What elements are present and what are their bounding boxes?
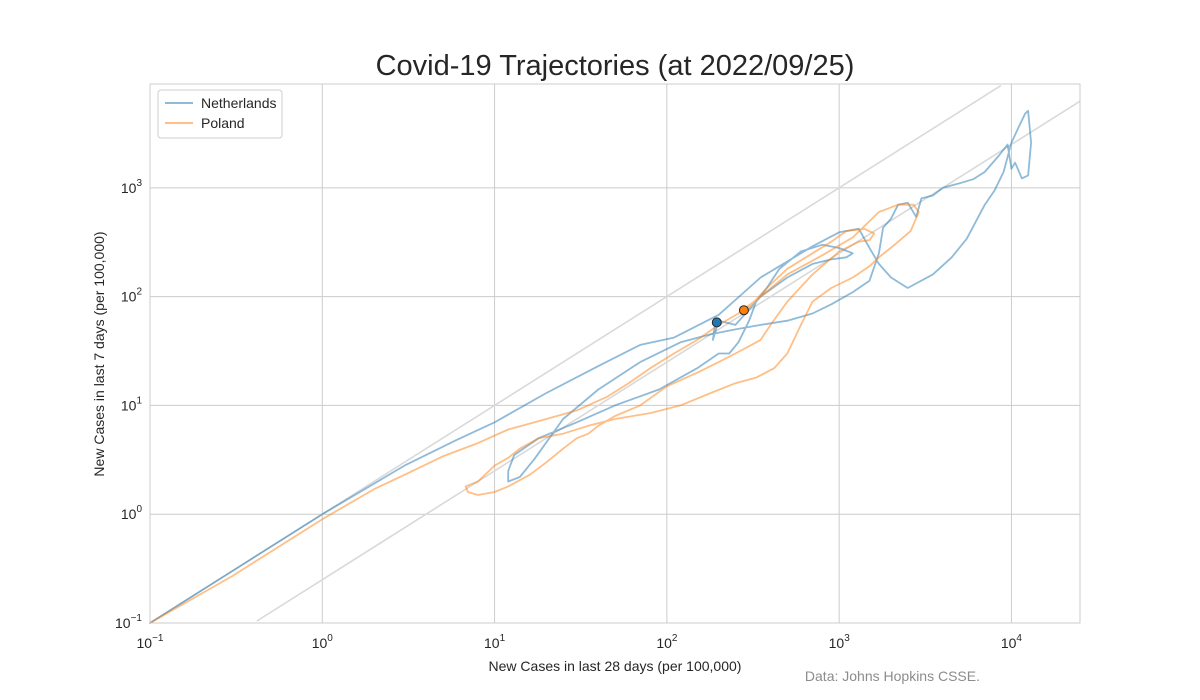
x-tick-label: 104 <box>1001 633 1023 651</box>
y-tick-label: 103 <box>121 178 143 196</box>
current-marker-netherlands <box>711 317 722 328</box>
y-tick-label: 10−1 <box>115 613 142 631</box>
chart-title: Covid-19 Trajectories (at 2022/09/25) <box>376 50 855 82</box>
reference-line <box>256 100 1081 622</box>
y-axis-label: New Cases in last 7 days (per 100,000) <box>91 231 107 476</box>
x-tick-labels: 10−1 100 101 102 103 104 <box>137 633 1023 651</box>
x-axis-label: New Cases in last 28 days (per 100,000) <box>489 658 742 674</box>
data-source-note: Data: Johns Hopkins CSSE. <box>805 668 980 684</box>
x-tick-label: 103 <box>829 633 851 651</box>
reference-lines <box>149 84 1081 624</box>
legend-label-poland: Poland <box>201 115 245 131</box>
x-tick-label: 101 <box>484 633 506 651</box>
grid-lines <box>150 84 1080 623</box>
legend: Netherlands Poland <box>157 89 283 139</box>
y-tick-label: 102 <box>121 287 143 305</box>
plot-frame <box>149 83 1081 624</box>
y-tick-labels: 10−1 100 101 102 103 <box>115 178 142 631</box>
legend-label-netherlands: Netherlands <box>201 95 277 111</box>
series-lines <box>149 109 1032 624</box>
x-tick-label: 102 <box>656 633 678 651</box>
y-tick-label: 101 <box>121 395 143 413</box>
y-tick-label: 100 <box>121 504 143 522</box>
series-line-poland <box>149 203 920 624</box>
current-marker-poland <box>738 305 749 316</box>
x-tick-label: 10−1 <box>137 633 164 651</box>
current-markers <box>711 305 749 328</box>
x-tick-label: 100 <box>312 633 334 651</box>
